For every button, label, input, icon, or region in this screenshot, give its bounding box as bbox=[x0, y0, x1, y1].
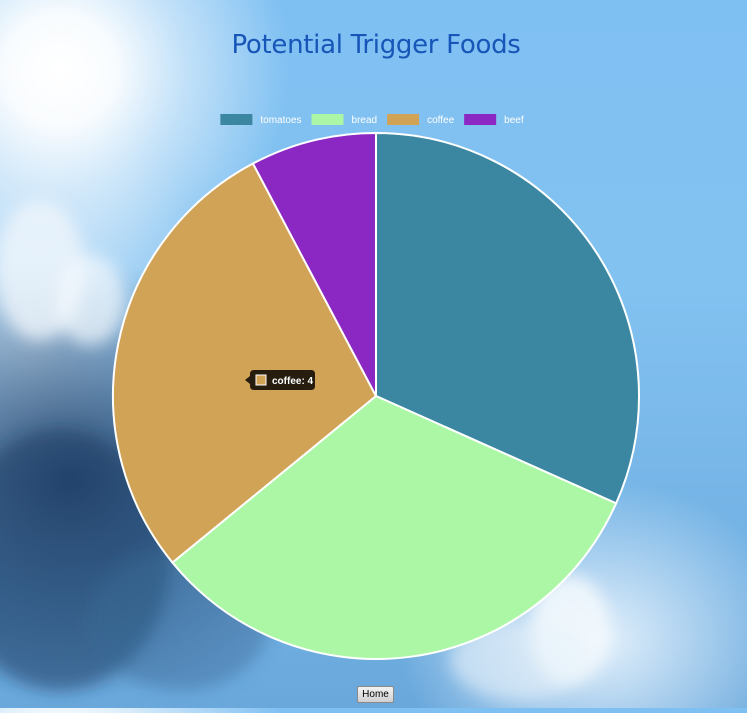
legend-item-tomatoes[interactable]: tomatoes bbox=[220, 114, 302, 126]
legend-swatch-bread bbox=[311, 114, 344, 125]
tooltip-text: coffee: 4 bbox=[272, 376, 314, 387]
legend-label-beef: beef bbox=[504, 115, 524, 126]
chart-tooltip: coffee: 4 bbox=[245, 370, 315, 390]
legend-swatch-tomatoes bbox=[220, 114, 253, 125]
chart-legend: tomatoes bread coffee beef bbox=[220, 114, 524, 126]
legend-item-coffee[interactable]: coffee bbox=[387, 114, 455, 126]
pie-slice-beef[interactable] bbox=[251, 131, 377, 397]
legend-label-coffee: coffee bbox=[427, 115, 454, 126]
legend-label-tomatoes: tomatoes bbox=[260, 115, 301, 126]
legend-label-bread: bread bbox=[352, 115, 378, 126]
legend-item-beef[interactable]: beef bbox=[464, 114, 524, 126]
pie-slice-tomatoes[interactable] bbox=[375, 131, 640, 505]
tooltip-swatch bbox=[255, 374, 267, 386]
legend-swatch-coffee bbox=[387, 114, 420, 125]
pie-slice-coffee[interactable] bbox=[112, 162, 378, 564]
home-button[interactable]: Home bbox=[357, 686, 394, 703]
pie-slices bbox=[112, 131, 640, 660]
legend-swatch-beef bbox=[464, 114, 497, 125]
pie-slice-bread[interactable] bbox=[171, 394, 618, 660]
legend-item-bread[interactable]: bread bbox=[311, 114, 378, 126]
chart-title: Potential Trigger Foods bbox=[231, 30, 521, 60]
